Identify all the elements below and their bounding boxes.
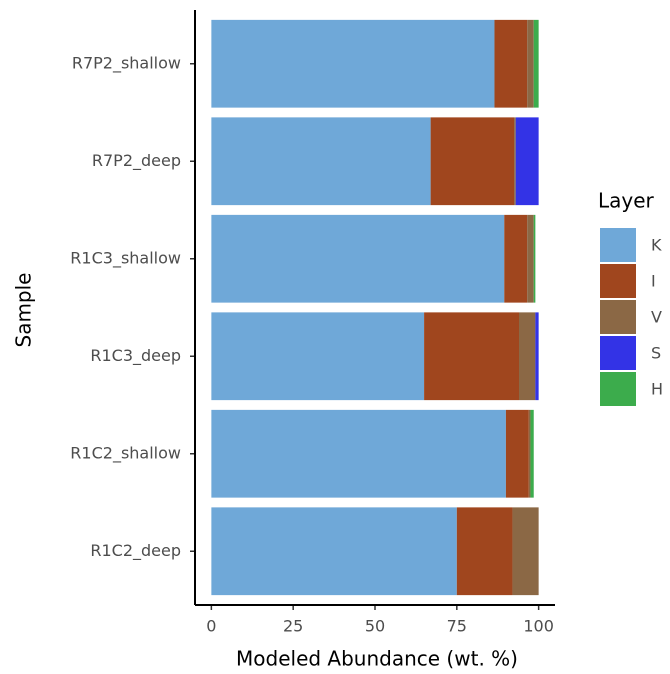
- x-axis-title: Modeled Abundance (wt. %): [236, 647, 518, 671]
- bar-segment: [424, 312, 519, 401]
- y-tick-label: R7P2_deep: [92, 151, 181, 171]
- bar-segment: [505, 409, 529, 498]
- x-tick-label: 100: [523, 617, 554, 636]
- bar-segment: [533, 214, 536, 303]
- bar-segment: [430, 117, 515, 206]
- y-tick-label: R1C2_deep: [90, 541, 181, 561]
- x-tick-label: 25: [283, 617, 303, 636]
- y-axis-title: Sample: [12, 273, 36, 348]
- bar-segment: [211, 214, 505, 303]
- y-tick-label: R1C3_shallow: [70, 248, 181, 268]
- bar-segment: [528, 409, 531, 498]
- bar-segment: [527, 214, 534, 303]
- bar-segment: [211, 117, 431, 206]
- bar-segment: [530, 409, 534, 498]
- x-tick-label: 50: [365, 617, 385, 636]
- legend-label: V: [651, 308, 662, 327]
- bar-segment: [535, 312, 539, 401]
- legend-key: [600, 336, 636, 370]
- bar-segment: [211, 507, 457, 596]
- x-tick-label: 0: [206, 617, 216, 636]
- bar-segment: [519, 312, 536, 401]
- bar-segment: [494, 19, 528, 108]
- x-tick-label: 75: [447, 617, 467, 636]
- legend-label: S: [651, 344, 661, 363]
- bar-segment: [504, 214, 528, 303]
- legend-label: K: [651, 236, 662, 255]
- bar-segment: [512, 507, 539, 596]
- y-tick-label: R1C2_shallow: [70, 443, 181, 463]
- legend-key: [600, 372, 636, 406]
- bar-segment: [527, 19, 534, 108]
- legend-key: [600, 300, 636, 334]
- legend-label: H: [651, 380, 663, 399]
- bar-segment: [211, 312, 425, 401]
- bar-segment: [211, 19, 495, 108]
- y-tick-label: R1C3_deep: [90, 346, 181, 366]
- bar-segment: [514, 117, 516, 206]
- bar-segment: [515, 117, 539, 206]
- bar-segment: [533, 19, 539, 108]
- y-tick-label: R7P2_shallow: [72, 53, 181, 73]
- legend-label: I: [651, 272, 656, 291]
- legend-title: Layer: [598, 189, 655, 213]
- legend-key: [600, 264, 636, 298]
- bar-segment: [211, 409, 506, 498]
- legend-key: [600, 228, 636, 262]
- bar-segment: [456, 507, 513, 596]
